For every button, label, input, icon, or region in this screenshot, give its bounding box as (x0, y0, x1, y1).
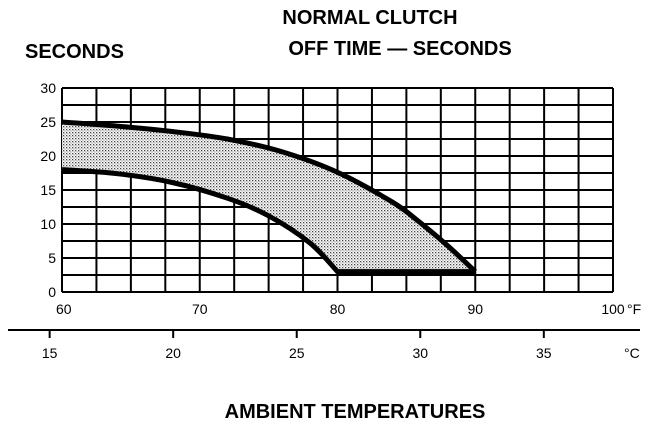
x-unit-label-c: °C (624, 345, 640, 361)
y-tick-label: 10 (40, 216, 56, 232)
y-tick-label: 15 (40, 182, 56, 198)
lower-boundary-line (61, 167, 476, 275)
chart-title-line-1: NORMAL CLUTCH (282, 7, 457, 29)
x-tick-label-c: 35 (536, 345, 552, 361)
y-tick-label: 5 (48, 250, 56, 266)
upper-boundary-line (61, 119, 478, 274)
y-axis-label: SECONDS (25, 41, 124, 63)
band-fill (62, 122, 476, 272)
chart-title-line-2: OFF TIME — SECONDS (288, 38, 511, 60)
x-tick-label-c: 30 (412, 345, 428, 361)
x-unit-label-f: °F (627, 301, 641, 317)
y-tick-label: 25 (40, 114, 56, 130)
x-tick-label-c: 15 (42, 345, 58, 361)
x-tick-label-c: 25 (289, 345, 305, 361)
tick-labels: 30 25 20 15 10 5 060 70 80 90 100 °F 15 20 25 30 35 °C (8, 80, 641, 361)
y-tick-label: 30 (40, 80, 56, 96)
y-tick-label: 20 (40, 148, 56, 164)
x-tick-label-f: 70 (192, 301, 208, 317)
x-tick-label-f: 100 (601, 301, 625, 317)
y-tick-label: 0 (48, 284, 56, 300)
x-tick-label-f: 80 (330, 301, 346, 317)
x-tick-label-c: 20 (165, 345, 181, 361)
x-axis-label: AMBIENT TEMPERATURES (225, 401, 486, 423)
x-tick-label-f: 60 (56, 301, 72, 317)
data-band (61, 119, 478, 275)
x-tick-label-f: 90 (467, 301, 483, 317)
